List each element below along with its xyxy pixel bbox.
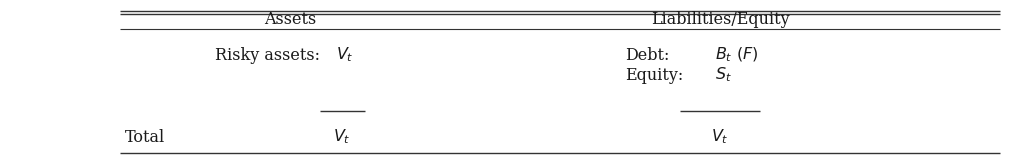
Text: Debt:: Debt: (625, 46, 669, 63)
Text: Assets: Assets (264, 11, 316, 28)
Text: $V_t$: $V_t$ (711, 128, 728, 146)
Text: $V_t$: $V_t$ (336, 46, 353, 64)
Text: $V_t$: $V_t$ (333, 128, 351, 146)
Text: Liabilities/Equity: Liabilities/Equity (651, 11, 789, 28)
Text: $B_t\ (F)$: $B_t\ (F)$ (715, 46, 759, 64)
Text: Equity:: Equity: (625, 66, 683, 83)
Text: Risky assets:: Risky assets: (215, 46, 320, 63)
Text: $S_t$: $S_t$ (715, 66, 732, 84)
Text: Total: Total (125, 128, 165, 145)
